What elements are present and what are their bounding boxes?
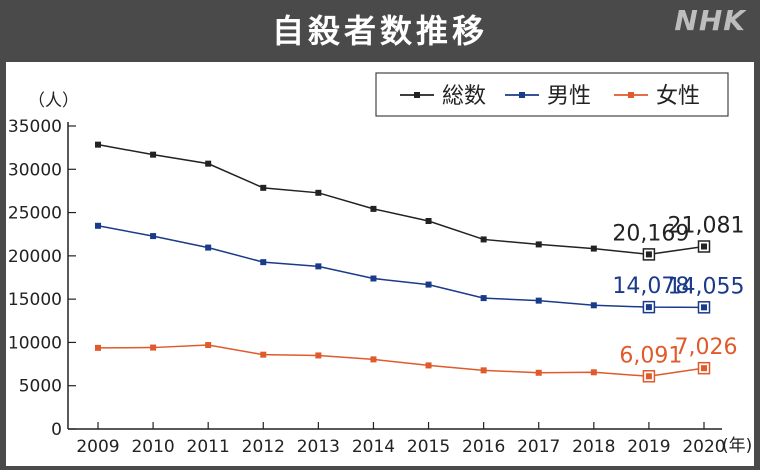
- legend-label: 男性: [547, 84, 591, 109]
- series-line-2: [97, 344, 705, 378]
- x-tick-label: 2016: [462, 437, 505, 457]
- x-tick-label: 2014: [352, 437, 395, 457]
- y-tick-label: 30000: [8, 160, 62, 180]
- x-tick-label: 2015: [407, 437, 450, 457]
- frame-right-border: [754, 62, 760, 470]
- data-label: 7,026: [675, 335, 738, 360]
- data-point: [425, 281, 432, 288]
- chart-title: 自殺者数推移: [271, 12, 488, 50]
- frame-bottom-border: [0, 466, 760, 470]
- data-label: 14,078: [612, 274, 689, 299]
- legend-swatch-marker: [414, 92, 420, 98]
- series-line-0: [97, 143, 705, 256]
- data-point: [535, 369, 542, 376]
- data-point: [480, 367, 487, 374]
- data-point: [590, 369, 597, 376]
- data-point: [150, 344, 157, 351]
- data-point: [95, 344, 101, 351]
- data-point: [260, 351, 267, 358]
- y-tick-label: 20000: [8, 247, 62, 267]
- data-point: [645, 373, 652, 380]
- legend-label: 女性: [656, 84, 700, 109]
- data-point: [701, 365, 707, 372]
- series-layer: [95, 141, 711, 383]
- x-tick-label: 2020: [682, 437, 725, 457]
- data-point: [95, 141, 101, 148]
- data-point: [150, 233, 157, 240]
- legend: 総数 男性 女性: [375, 72, 729, 117]
- x-axis-unit: (年): [722, 436, 752, 456]
- data-label: 20,169: [612, 221, 689, 246]
- data-label: 6,091: [619, 343, 682, 368]
- x-tick-label: 2018: [572, 437, 615, 457]
- x-tick-label: 2010: [131, 437, 174, 457]
- data-point: [205, 244, 212, 251]
- legend-swatch-marker: [519, 92, 525, 98]
- x-tick-label: 2009: [76, 437, 119, 457]
- data-point: [205, 342, 212, 349]
- data-point: [315, 263, 322, 270]
- series-line-1: [97, 225, 705, 309]
- title-bar: [0, 0, 760, 62]
- data-point: [150, 151, 157, 158]
- x-tick-label: 2011: [187, 437, 230, 457]
- legend-box: [375, 72, 729, 117]
- legend-swatch-marker: [628, 92, 634, 98]
- y-tick-label: 35000: [8, 117, 62, 137]
- data-point: [95, 222, 101, 229]
- data-point: [315, 352, 322, 359]
- x-tick-label: 2019: [627, 437, 670, 457]
- data-point: [701, 304, 707, 311]
- nhk-logo: NHK: [674, 4, 746, 37]
- data-point: [590, 245, 597, 252]
- data-point: [205, 160, 212, 167]
- x-tick-label: 2012: [242, 437, 285, 457]
- data-label: 14,055: [668, 274, 745, 299]
- data-point: [370, 205, 377, 212]
- data-point: [480, 295, 487, 302]
- frame-left-border: [0, 62, 6, 470]
- data-point: [370, 356, 377, 363]
- data-point: [645, 304, 652, 311]
- data-point: [425, 218, 432, 225]
- y-tick-label: 15000: [8, 290, 62, 310]
- y-tick-label: 10000: [8, 333, 62, 353]
- data-point: [370, 275, 377, 282]
- data-point: [701, 243, 707, 250]
- y-tick-label: 0: [51, 420, 62, 440]
- y-tick-label: 25000: [8, 204, 62, 224]
- data-point: [535, 241, 542, 248]
- x-ticks: 2009 2010 2011 2012 2013 2014 2015 2016 2017 2018…: [76, 422, 726, 457]
- data-point: [425, 362, 432, 369]
- legend-label: 総数: [442, 84, 486, 109]
- y-axis-unit: （人）: [28, 91, 79, 111]
- data-label: 21,081: [668, 213, 745, 238]
- data-point: [260, 184, 267, 191]
- data-point: [480, 236, 487, 243]
- data-point: [535, 297, 542, 304]
- x-tick-label: 2017: [517, 437, 560, 457]
- y-ticks: 0 5000 10000 15000 20000 25000 30000 35000: [8, 117, 76, 440]
- data-point: [590, 302, 597, 309]
- data-point: [315, 189, 322, 196]
- x-tick-label: 2013: [297, 437, 340, 457]
- data-point: [260, 259, 267, 266]
- data-point: [645, 251, 652, 258]
- y-tick-label: 5000: [19, 377, 62, 397]
